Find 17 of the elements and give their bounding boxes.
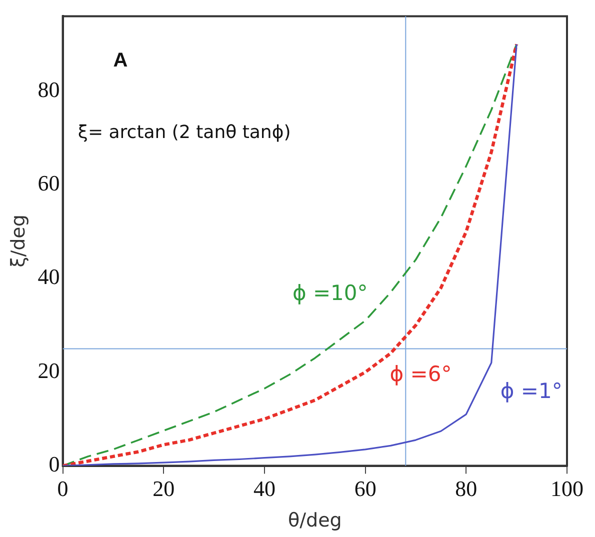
y-tick-label: 0 (48, 452, 60, 477)
x-axis-title: θ/deg (288, 510, 342, 532)
series-label: ϕ =1° (500, 379, 562, 404)
series-label: ϕ =6° (390, 362, 452, 386)
annotation: ξ= arctan (2 tanθ tanϕ) (78, 122, 291, 143)
x-tick-label: 40 (253, 476, 276, 501)
series-label: ϕ =10° (292, 280, 368, 305)
x-tick-label: 20 (152, 476, 175, 501)
x-tick-label: 80 (455, 476, 478, 501)
y-axis-title: ξ/deg (7, 214, 30, 268)
y-tick-label: 60 (38, 170, 60, 196)
y-tick-label: 80 (38, 76, 60, 102)
x-tick-label: 100 (550, 476, 584, 501)
y-tick-label: 40 (38, 264, 60, 290)
annotation: A (113, 50, 128, 72)
y-tick-label: 20 (38, 358, 60, 383)
x-tick-label: 60 (354, 476, 376, 501)
